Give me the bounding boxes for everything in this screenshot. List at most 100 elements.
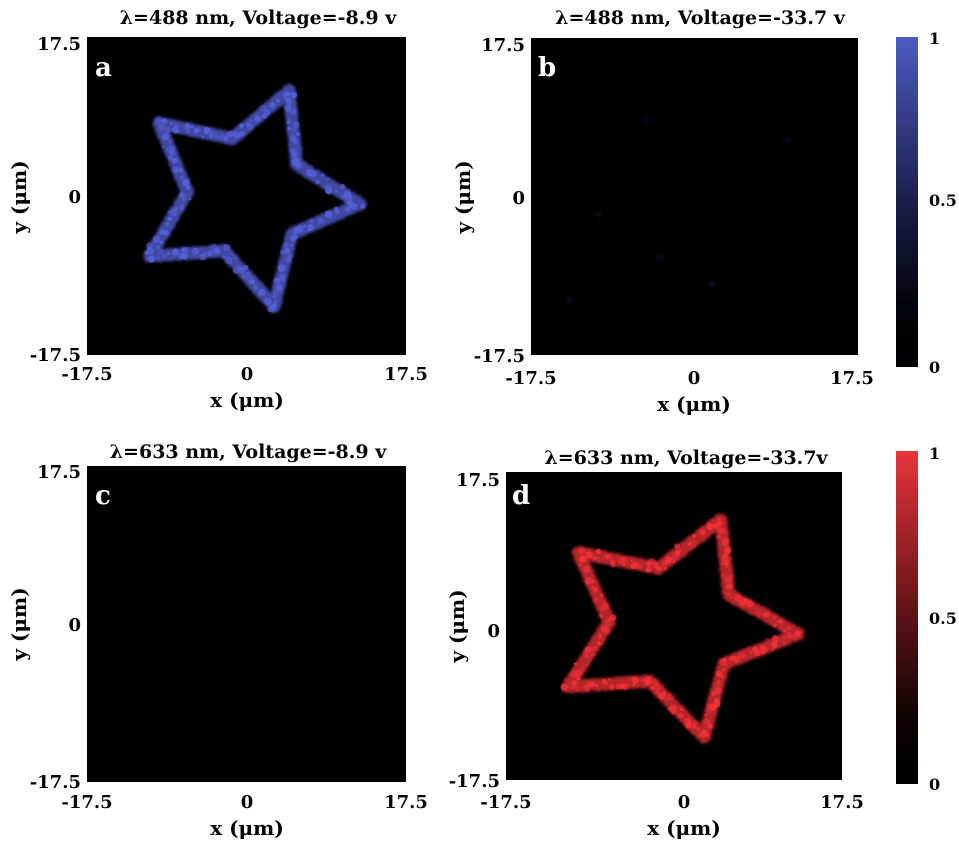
star-a-speckle <box>269 102 276 108</box>
star-a-speckle <box>238 131 245 137</box>
star-a-speckle <box>233 131 241 139</box>
star-d-speckle <box>721 675 725 679</box>
star-a-speckle <box>285 92 290 96</box>
panel-b-ytick-bottom: -17.5 <box>474 346 525 367</box>
star-d-speckle <box>674 549 681 556</box>
star-a-speckle <box>158 249 165 255</box>
panel-b-ytick-top: 17.5 <box>481 35 525 56</box>
star-a-speckle <box>243 265 249 270</box>
star-d-speckle <box>692 533 697 538</box>
star-a-speckle <box>171 166 180 174</box>
star-a-speckle <box>199 253 206 261</box>
star-a-speckle <box>248 123 254 129</box>
star-a-speckle <box>174 124 178 128</box>
star-d-speckle <box>710 691 717 697</box>
panel-d-label: d <box>512 481 530 511</box>
star-d-speckle <box>728 585 732 589</box>
star-a-speckle <box>272 294 276 299</box>
star-a-speckle <box>178 204 185 211</box>
panel-a-star <box>143 84 367 313</box>
panel-c-ytick-top: 17.5 <box>37 462 81 483</box>
panel-b-xtick-left: -17.5 <box>505 368 556 389</box>
panel-c-label: c <box>95 481 111 511</box>
panel-a-label: a <box>95 53 112 83</box>
star-a-speckle <box>230 253 234 256</box>
star-d-speckle <box>602 556 605 559</box>
star-d-speckle <box>792 635 798 640</box>
star-d-speckle <box>597 635 602 640</box>
star-a-speckle <box>318 220 323 225</box>
star-a-speckle <box>261 113 268 119</box>
star-a-speckle <box>225 256 233 265</box>
star-a-speckle <box>360 203 366 209</box>
panel-b-ytick-mid: 0 <box>512 188 525 209</box>
star-d-speckle <box>680 707 684 711</box>
star-d-speckle <box>591 580 595 584</box>
star-a-speckle <box>266 301 273 307</box>
star-a-speckle <box>241 273 247 279</box>
panel-d-ytick-bottom: -17.5 <box>449 771 500 792</box>
star-d-speckle <box>609 559 616 565</box>
panel-d-xtick-mid: 0 <box>678 792 691 813</box>
star-a-speckle <box>306 168 314 177</box>
star-d-speckle <box>661 560 668 567</box>
star-d-speckle <box>779 626 784 630</box>
panel-b-ylabel: y (μm) <box>451 160 475 234</box>
star-d-speckle <box>631 676 640 684</box>
star-d-speckle <box>782 641 786 644</box>
star-d-speckle <box>609 684 615 690</box>
star-d-speckle <box>655 689 661 695</box>
colorbar-blue: 1 0.5 0 <box>896 29 957 377</box>
star-a-speckle <box>163 229 169 236</box>
star-a-speckle <box>289 135 297 142</box>
star-d-speckle <box>653 683 662 691</box>
star-a-speckle <box>286 119 292 124</box>
colorbar-blue-bar <box>896 37 918 367</box>
star-a-speckle <box>178 167 184 173</box>
star-a-speckle <box>334 189 338 193</box>
star-d-speckle <box>759 644 766 651</box>
star-a-speckle <box>296 224 304 233</box>
star-d-speckle <box>776 620 779 623</box>
star-a-speckle <box>222 255 226 259</box>
star-d-speckle <box>593 597 600 604</box>
panel-a-xlabel: x (μm) <box>210 388 284 412</box>
star-d-speckle <box>692 719 698 726</box>
panel-d-star <box>560 513 805 744</box>
star-a-speckle <box>167 216 173 222</box>
star-d-speckle <box>672 560 676 564</box>
star-d-speckle <box>571 684 577 690</box>
star-a-speckle <box>278 273 286 281</box>
panel-a-ylabel: y (μm) <box>7 160 31 234</box>
star-d-speckle <box>645 566 652 573</box>
star-d-speckle <box>716 670 723 678</box>
star-d-speckle <box>582 565 591 574</box>
star-a-speckle <box>146 242 154 250</box>
star-d-speckle <box>573 686 580 693</box>
star-a-speckle <box>182 179 190 187</box>
star-a-speckle <box>326 177 330 181</box>
star-d-speckle <box>650 686 655 690</box>
star-a-speckle <box>287 253 293 260</box>
star-d-speckle <box>725 574 734 582</box>
star-d-speckle <box>591 585 594 589</box>
star-d-speckle <box>585 551 593 559</box>
panel-b-xtick-right: 17.5 <box>830 368 874 389</box>
star-a-speckle <box>226 130 234 138</box>
star-a-speckle <box>278 264 286 272</box>
panel-a-ytick-mid: 0 <box>68 187 81 208</box>
star-d-speckle <box>605 553 612 560</box>
star-d-speckle <box>582 650 590 657</box>
star-a-speckle <box>181 246 188 254</box>
star-d-speckle <box>595 683 599 687</box>
star-d-speckle <box>700 729 709 737</box>
star-d-speckle <box>590 652 595 657</box>
star-d-speckle <box>671 553 679 561</box>
star-a-speckle <box>173 206 179 212</box>
star-d-speckle <box>723 550 729 555</box>
star-a-speckle <box>181 252 188 260</box>
star-d-speckle <box>632 683 636 687</box>
star-d-speckle <box>595 548 602 555</box>
star-a-speckle <box>165 222 170 227</box>
star-a-speckle <box>272 288 280 297</box>
